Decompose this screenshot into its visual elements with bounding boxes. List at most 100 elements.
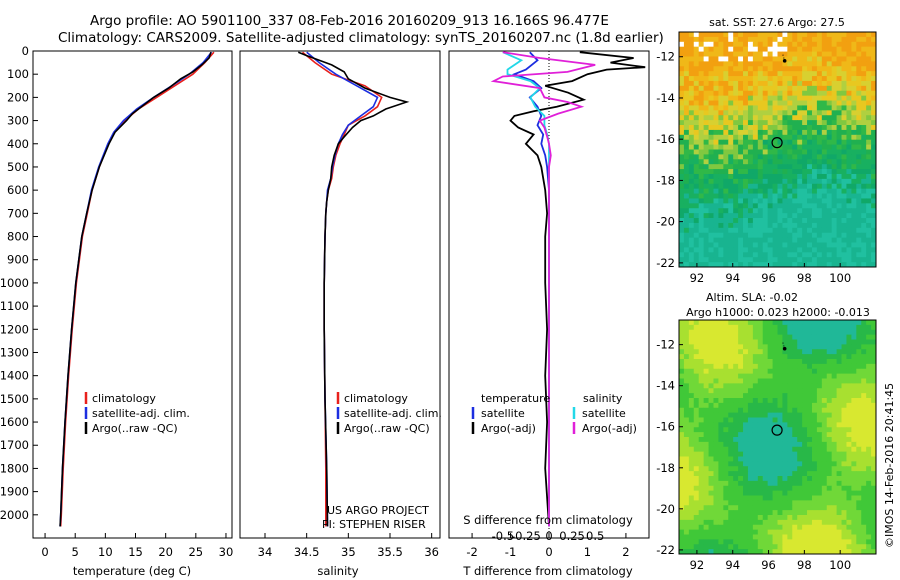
map-cell [747, 46, 754, 52]
map-cell [871, 388, 876, 394]
map-cell [802, 76, 808, 82]
map-cell [693, 173, 700, 180]
map-cell [787, 359, 793, 365]
map-cell [747, 500, 754, 506]
map-cell [787, 100, 793, 106]
map-cell [841, 154, 847, 160]
map-cell [861, 354, 867, 360]
map-cell [826, 203, 833, 209]
map-cell [688, 456, 695, 462]
map-cell [688, 178, 695, 185]
map-cell [708, 203, 714, 209]
map-cell [772, 344, 778, 350]
map-cell [683, 76, 690, 82]
map-cell [841, 529, 847, 535]
map-cell [807, 257, 813, 263]
map-cell [856, 500, 862, 506]
map-cell [703, 222, 709, 229]
map-cell [851, 85, 857, 92]
map-cell [723, 524, 729, 531]
map-cell [733, 149, 739, 155]
map-cell [797, 164, 803, 170]
map-cell [757, 505, 764, 511]
map-cell [782, 227, 788, 234]
map-cell [836, 432, 842, 438]
map-cell [733, 451, 739, 457]
map-cell [866, 85, 872, 92]
map-cell [811, 56, 818, 62]
map-cell [728, 480, 734, 487]
map-cell [861, 432, 867, 438]
map-cell [811, 76, 818, 82]
map-cell [713, 398, 719, 404]
map-cell [851, 480, 857, 487]
map-cell [679, 510, 685, 516]
map-cell [738, 461, 744, 467]
map-cell [811, 61, 818, 67]
map-cell [797, 354, 803, 360]
map-cell [703, 500, 709, 506]
map-cell [836, 446, 842, 453]
map-cell [743, 485, 749, 492]
map-cell [747, 257, 754, 263]
map-cell [797, 500, 803, 506]
map-cell [816, 412, 823, 418]
map-cell [861, 169, 867, 175]
map-cell [821, 227, 828, 234]
map-cell [851, 466, 857, 472]
map-cell [861, 456, 867, 462]
map-cell [703, 529, 709, 535]
map-cell [777, 134, 783, 141]
map-cell [826, 222, 833, 229]
map-cell [718, 490, 724, 496]
map-cell [797, 544, 803, 550]
map-cell [683, 354, 690, 360]
map-cell [767, 247, 773, 253]
map-cell [802, 85, 808, 92]
map-cell [782, 363, 788, 370]
map-cell [787, 466, 793, 472]
map-cell [752, 100, 759, 106]
map-cell [797, 510, 803, 516]
map-cell [728, 407, 734, 414]
map-cell [836, 500, 842, 506]
map-cell [728, 105, 734, 111]
map-cell [841, 446, 847, 453]
map-cell [772, 66, 778, 72]
map-cell [728, 164, 734, 170]
map-cell [688, 383, 695, 389]
map-cell [811, 339, 818, 345]
map-cell [733, 105, 739, 111]
map-cell [826, 412, 833, 418]
map-cell [841, 252, 847, 258]
map-cell [747, 524, 754, 531]
map-cell [826, 402, 833, 409]
map-cell [747, 115, 754, 121]
map-cell [866, 349, 872, 355]
map-cell [777, 129, 783, 136]
map-cell [679, 46, 685, 52]
map-cell [728, 368, 734, 375]
map-cell [738, 61, 744, 67]
lon-tick-label: 96 [761, 558, 776, 572]
map-cell [816, 461, 823, 467]
map-cell [693, 354, 700, 360]
map-cell [846, 66, 852, 72]
map-cell [733, 529, 739, 535]
map-cell [797, 320, 803, 326]
map-cell [826, 61, 833, 67]
map-cell [826, 324, 833, 331]
map-cell [856, 412, 862, 418]
map-cell [762, 344, 769, 350]
map-cell [688, 56, 695, 62]
map-cell [767, 539, 773, 545]
map-cell [728, 476, 734, 482]
map-cell [718, 373, 724, 379]
map-cell [728, 519, 734, 526]
map-cell [836, 373, 842, 379]
map-cell [772, 247, 778, 253]
map-cell [826, 80, 833, 87]
map-cell [752, 490, 759, 496]
map-cell [728, 402, 734, 409]
